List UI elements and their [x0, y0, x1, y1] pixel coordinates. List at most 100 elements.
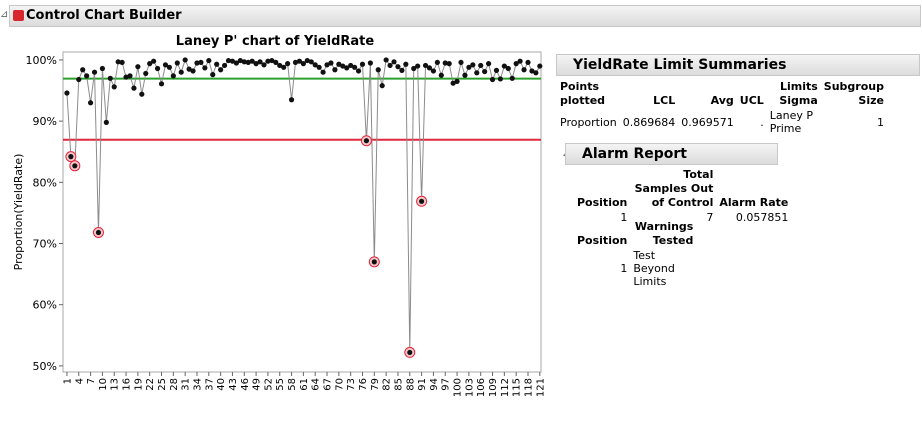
point: [336, 61, 342, 67]
point: [99, 65, 106, 72]
point: [261, 62, 267, 68]
point: [446, 61, 452, 67]
x-tick-label: 19: [133, 378, 144, 391]
point: [123, 74, 129, 80]
point: [304, 57, 310, 64]
outline-toggle[interactable]: ⊿: [0, 9, 9, 20]
section-header: YieldRate Limit Summaries: [556, 54, 920, 76]
window-title: Control Chart Builder: [26, 8, 182, 23]
point: [119, 59, 125, 66]
point: [391, 59, 397, 65]
alarm-table: Position Total Samples Out of Control Alar…: [574, 168, 791, 225]
point: [202, 65, 208, 71]
table-cell: .: [760, 115, 764, 129]
point: [80, 67, 86, 73]
point: [430, 68, 437, 74]
point: [359, 61, 366, 67]
point: [328, 60, 334, 66]
x-tick-label: 76: [358, 378, 369, 391]
y-tick-label: 70%: [33, 238, 57, 251]
x-tick-label: 43: [228, 378, 239, 391]
point: [190, 68, 196, 74]
point: [474, 70, 480, 76]
point: [249, 58, 255, 64]
x-tick-label: 109: [488, 378, 499, 397]
x-tick-label: 1: [62, 378, 73, 384]
point: [158, 81, 165, 87]
point: [367, 60, 373, 66]
point: [497, 76, 504, 82]
point: [143, 70, 149, 77]
x-tick-label: 49: [252, 378, 263, 391]
x-tick-label: 115: [512, 378, 523, 397]
y-tick-label: 90%: [33, 115, 57, 128]
y-tick-label: 100%: [26, 54, 57, 67]
menu-icon[interactable]: [13, 10, 24, 21]
x-tick-label: 61: [299, 378, 310, 391]
point: [316, 64, 322, 70]
column-header: Avg: [710, 94, 734, 107]
x-tick-label: 79: [370, 378, 381, 391]
x-tick-label: 28: [169, 378, 180, 391]
x-tick-label: 52: [263, 378, 274, 391]
point: [281, 64, 287, 70]
point: [340, 63, 346, 69]
point: [186, 66, 192, 72]
point: [206, 57, 212, 64]
point: [387, 62, 393, 69]
point: [237, 57, 243, 64]
point: [174, 60, 180, 66]
column-header: Total Samples Out of Control: [634, 168, 714, 209]
point: [95, 229, 102, 236]
point: [525, 59, 531, 66]
x-tick-label: 16: [122, 378, 133, 391]
point: [135, 64, 141, 70]
point: [151, 58, 157, 64]
point: [115, 59, 121, 65]
point: [68, 154, 74, 160]
x-tick-label: 37: [204, 378, 215, 391]
point: [458, 59, 464, 66]
table-cell: 0.869684: [622, 115, 676, 129]
x-tick-label: 67: [323, 378, 334, 391]
point: [344, 65, 350, 71]
point: [489, 76, 496, 83]
table-cell: 1: [620, 211, 628, 224]
point: [407, 349, 413, 356]
point: [296, 58, 303, 64]
x-tick-label: 94: [429, 378, 440, 391]
point: [466, 64, 472, 70]
point: [375, 67, 381, 73]
point: [379, 83, 385, 89]
point: [308, 59, 314, 65]
table-cell: 0.057851: [735, 211, 789, 224]
x-tick-label: 22: [145, 378, 156, 391]
point: [300, 61, 306, 67]
column-header: Limits Sigma: [779, 80, 818, 107]
plot-area: [62, 51, 542, 373]
point: [426, 65, 433, 71]
point: [139, 91, 145, 97]
point: [422, 62, 429, 69]
point: [229, 58, 236, 64]
point: [533, 70, 539, 76]
point: [517, 58, 523, 64]
column-header: UCL: [739, 94, 764, 107]
x-tick-label: 91: [417, 378, 428, 391]
point: [178, 69, 184, 75]
point: [84, 73, 90, 79]
x-tick-label: 70: [334, 378, 345, 391]
point: [395, 64, 401, 70]
point: [111, 84, 117, 90]
column-header: Position: [577, 234, 628, 247]
point: [505, 65, 511, 72]
point: [257, 59, 263, 65]
point: [537, 63, 543, 69]
point: [265, 58, 271, 64]
point: [438, 72, 444, 78]
point: [399, 67, 405, 73]
y-tick-label: 50%: [33, 360, 57, 373]
point: [64, 90, 70, 96]
point: [194, 60, 200, 66]
